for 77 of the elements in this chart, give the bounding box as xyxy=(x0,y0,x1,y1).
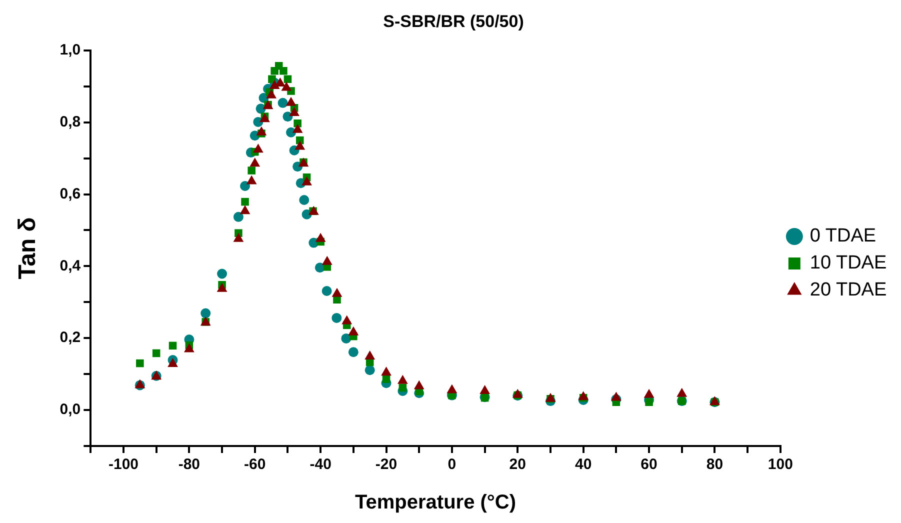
y-tick-label: 0,4 xyxy=(60,257,82,274)
x-tick-label: -20 xyxy=(375,456,398,474)
x-tick-label: 60 xyxy=(640,456,658,474)
point xyxy=(233,212,244,222)
x-tick-label: -80 xyxy=(178,456,200,474)
point xyxy=(278,98,288,108)
x-tick-label: -100 xyxy=(108,456,139,474)
x-tick-label: 0 xyxy=(448,456,456,474)
point xyxy=(315,232,326,242)
point xyxy=(184,343,194,352)
point xyxy=(256,126,267,136)
point xyxy=(302,176,312,186)
x-tick-label: 80 xyxy=(706,456,724,474)
point xyxy=(284,75,292,84)
point xyxy=(578,391,589,400)
point xyxy=(299,195,310,206)
point xyxy=(322,286,332,296)
point xyxy=(281,82,292,91)
point xyxy=(252,144,264,153)
point xyxy=(645,398,653,406)
point xyxy=(382,375,390,383)
y-tick-label: 0,8 xyxy=(60,113,81,130)
point xyxy=(381,366,392,376)
point xyxy=(217,268,228,279)
point xyxy=(280,67,288,75)
chart-title: S-SBR/BR (50/50) xyxy=(383,12,524,31)
point xyxy=(200,308,211,318)
point xyxy=(152,349,160,358)
point xyxy=(332,288,342,297)
point xyxy=(364,365,375,376)
point xyxy=(342,315,352,324)
point xyxy=(136,359,144,368)
point xyxy=(292,124,303,133)
point xyxy=(644,388,654,398)
point xyxy=(397,374,408,384)
legend-label: 10 TDAE xyxy=(810,252,887,274)
point xyxy=(348,326,359,336)
point xyxy=(446,384,458,394)
point xyxy=(241,198,249,206)
point xyxy=(233,232,244,242)
point xyxy=(512,388,523,398)
y-tick-label: 0,6 xyxy=(60,185,81,202)
point xyxy=(246,175,257,184)
point xyxy=(240,205,250,214)
point xyxy=(250,158,260,167)
point xyxy=(268,75,276,84)
point xyxy=(610,392,622,401)
point xyxy=(266,89,276,98)
point xyxy=(480,384,490,394)
point xyxy=(168,342,177,350)
point xyxy=(676,388,688,397)
point xyxy=(240,180,250,191)
y-tick-label: 0,0 xyxy=(60,401,81,418)
y-axis-title: Tan δ xyxy=(14,217,42,280)
x-tick-label: 100 xyxy=(768,456,793,474)
point xyxy=(332,312,342,323)
point xyxy=(294,140,306,150)
y-tick-label: 1,0 xyxy=(60,42,81,59)
x-tick-label: -40 xyxy=(310,456,332,474)
point xyxy=(364,350,376,360)
point xyxy=(289,106,300,116)
point xyxy=(322,256,332,265)
legend-label: 0 TDAE xyxy=(810,226,876,247)
point xyxy=(248,166,256,174)
point xyxy=(168,358,178,368)
x-axis-title: Temperature (°C) xyxy=(355,492,516,514)
x-tick-label: 40 xyxy=(574,456,592,474)
point xyxy=(414,380,424,390)
point xyxy=(398,384,407,392)
point xyxy=(286,96,296,106)
x-tick-label: 20 xyxy=(509,456,526,474)
y-tick-label: 0,2 xyxy=(60,329,81,346)
x-tick-label: -60 xyxy=(244,456,266,474)
point xyxy=(545,392,556,402)
legend-label: 20 TDAE xyxy=(810,280,887,301)
point xyxy=(348,347,358,358)
point xyxy=(216,282,228,292)
